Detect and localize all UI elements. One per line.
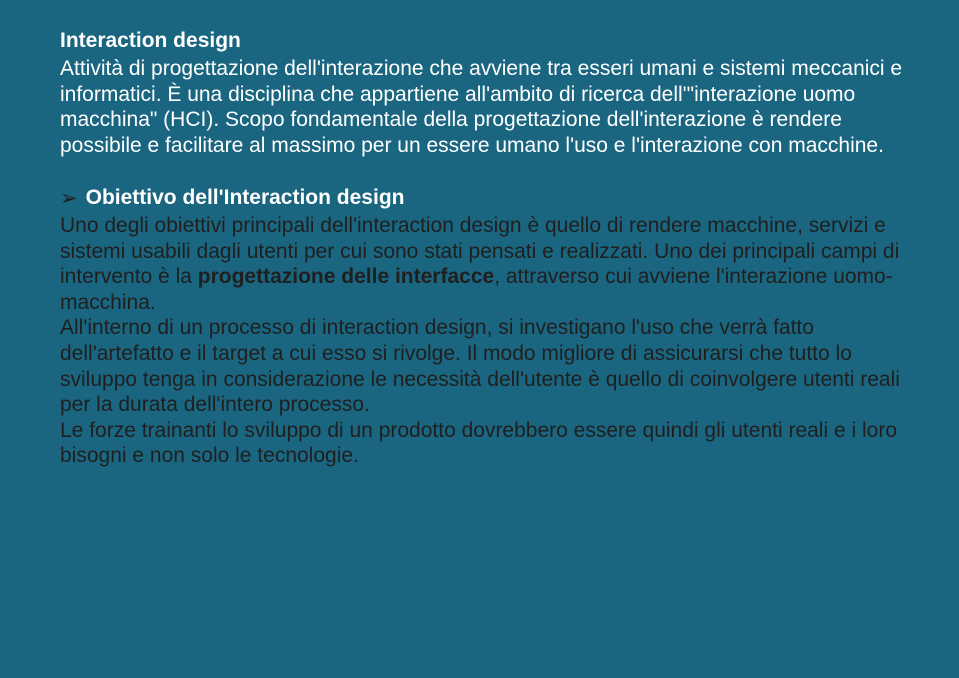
intro-paragraph: Attività di progettazione dell'interazio… [60, 56, 921, 158]
body-bold-span: progettazione delle interfacce [198, 265, 494, 288]
body-text-span: Le forze trainanti lo sviluppo di un pro… [60, 419, 897, 468]
page-title: Interaction design [60, 28, 921, 54]
bullet-arrow-icon: ➢ [60, 186, 78, 212]
body-text-span: All'interno di un processo di interactio… [60, 316, 900, 416]
subheading: Obiettivo dell'Interaction design [86, 185, 405, 211]
body-paragraph: Uno degli obiettivi principali dell'inte… [60, 213, 921, 469]
subheading-row: ➢ Obiettivo dell'Interaction design [60, 185, 921, 211]
